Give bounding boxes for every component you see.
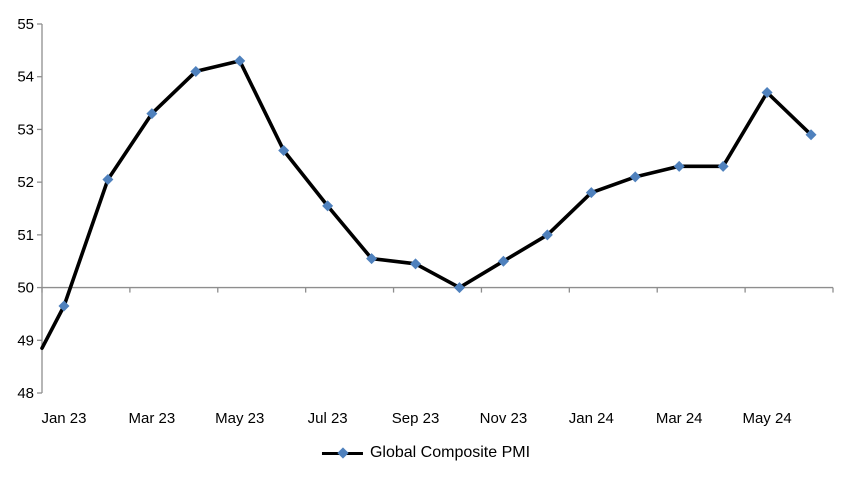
y-tick-label: 53: [17, 121, 34, 138]
y-tick-label: 49: [17, 332, 34, 349]
data-point-marker: [146, 108, 158, 120]
x-tick-label: Jan 23: [41, 410, 86, 427]
x-tick-label: May 23: [215, 410, 264, 427]
y-tick-label: 52: [17, 174, 34, 191]
x-tick-label: Jul 23: [308, 410, 348, 427]
x-tick-label: Mar 24: [656, 410, 703, 427]
data-point-marker: [58, 300, 70, 312]
legend: Global Composite PMI: [321, 443, 531, 463]
data-point-marker: [673, 160, 685, 172]
x-tick-label: Jan 24: [569, 410, 614, 427]
data-point-marker: [410, 258, 422, 270]
data-point-marker: [453, 282, 465, 294]
data-point-marker: [585, 187, 597, 199]
legend-line-sample: [321, 447, 363, 459]
data-line: [40, 59, 813, 351]
x-tick-label: Sep 23: [392, 410, 440, 427]
data-point-marker: [717, 160, 729, 172]
data-point-marker: [366, 253, 378, 265]
x-tick-label: Nov 23: [480, 410, 528, 427]
data-point-marker: [102, 174, 114, 186]
data-point-marker: [322, 200, 334, 212]
y-tick-label: 48: [17, 385, 34, 402]
data-point-marker: [234, 55, 246, 67]
x-tick-label: May 24: [742, 410, 791, 427]
data-point-marker: [190, 65, 202, 77]
y-tick-label: 55: [17, 16, 34, 33]
data-point-marker: [497, 255, 509, 267]
y-tick-label: 54: [17, 69, 34, 86]
y-tick-label: 50: [17, 280, 34, 297]
legend-diamond-icon: [336, 447, 349, 459]
data-point-marker: [629, 171, 641, 183]
data-point-marker: [805, 129, 817, 141]
x-tick-label: Mar 23: [129, 410, 176, 427]
data-point-marker: [541, 229, 553, 241]
y-tick-label: 51: [17, 227, 34, 244]
data-point-marker: [278, 145, 290, 157]
legend-label: Global Composite PMI: [369, 444, 531, 461]
data-point-marker: [761, 87, 773, 99]
